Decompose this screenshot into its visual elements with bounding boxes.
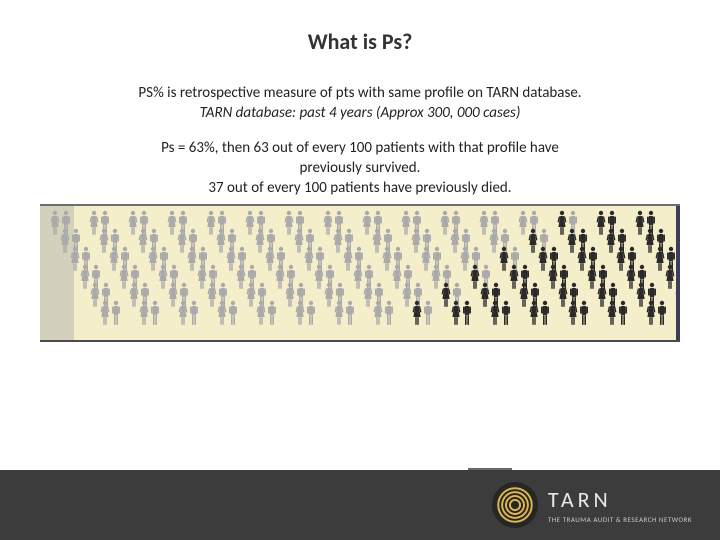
- person-female-icon: [70, 246, 80, 272]
- person-female-icon: [373, 300, 383, 326]
- person-pair: [178, 300, 199, 326]
- person-male-icon: [189, 300, 199, 326]
- person-female-icon: [50, 210, 60, 236]
- person-pair: [646, 300, 667, 326]
- person-male-icon: [540, 300, 550, 326]
- pictograph-row: [100, 300, 680, 326]
- person-pair: [217, 300, 238, 326]
- person-pair: [412, 300, 433, 326]
- pictograph-right-bar: [676, 206, 680, 340]
- person-female-icon: [334, 300, 344, 326]
- person-male-icon: [618, 300, 628, 326]
- tarn-logo-text: TARN THE TRAUMA AUDIT & RESEARCH NETWORK: [548, 486, 692, 524]
- person-female-icon: [568, 300, 578, 326]
- pictograph: [40, 204, 680, 342]
- logo-small: THE TRAUMA AUDIT & RESEARCH NETWORK: [548, 515, 692, 524]
- person-male-icon: [384, 300, 394, 326]
- description-1: PS% is retrospective measure of pts with…: [0, 83, 720, 124]
- person-male-icon: [462, 300, 472, 326]
- person-female-icon: [80, 264, 90, 290]
- person-pair: [490, 300, 511, 326]
- person-female-icon: [295, 300, 305, 326]
- person-female-icon: [607, 300, 617, 326]
- person-pair: [295, 300, 316, 326]
- desc2-line-3: 37 out of every 100 patients have previo…: [0, 178, 720, 198]
- description-2: Ps = 63%, then 63 out of every 100 patie…: [0, 138, 720, 199]
- person-female-icon: [217, 300, 227, 326]
- person-male-icon: [111, 300, 121, 326]
- person-pair: [529, 300, 550, 326]
- person-female-icon: [490, 300, 500, 326]
- person-male-icon: [501, 300, 511, 326]
- person-pair: [373, 300, 394, 326]
- desc-line-1: PS% is retrospective measure of pts with…: [0, 83, 720, 103]
- person-female-icon: [139, 300, 149, 326]
- person-female-icon: [451, 300, 461, 326]
- person-male-icon: [345, 300, 355, 326]
- person-pair: [100, 300, 121, 326]
- person-female-icon: [90, 282, 100, 308]
- person-female-icon: [100, 300, 110, 326]
- person-female-icon: [529, 300, 539, 326]
- footer: TARN THE TRAUMA AUDIT & RESEARCH NETWORK: [0, 470, 720, 540]
- person-female-icon: [178, 300, 188, 326]
- person-male-icon: [150, 300, 160, 326]
- person-pair: [607, 300, 628, 326]
- logo-big: TARN: [548, 486, 692, 513]
- person-male-icon: [423, 300, 433, 326]
- desc2-line-2: previously survived.: [0, 158, 720, 178]
- person-male-icon: [228, 300, 238, 326]
- person-female-icon: [256, 300, 266, 326]
- person-pair: [334, 300, 355, 326]
- person-pair: [256, 300, 277, 326]
- page-title: What is Ps?: [0, 0, 720, 55]
- person-pair: [139, 300, 160, 326]
- person-female-icon: [60, 228, 70, 254]
- person-pair: [568, 300, 589, 326]
- person-female-icon: [646, 300, 656, 326]
- person-male-icon: [579, 300, 589, 326]
- person-pair: [451, 300, 472, 326]
- person-male-icon: [306, 300, 316, 326]
- desc-line-2: TARN database: past 4 years (Approx 300,…: [0, 103, 720, 123]
- person-female-icon: [412, 300, 422, 326]
- desc2-line-1: Ps = 63%, then 63 out of every 100 patie…: [0, 138, 720, 158]
- person-male-icon: [657, 300, 667, 326]
- person-male-icon: [267, 300, 277, 326]
- tarn-logo-icon: [492, 482, 538, 528]
